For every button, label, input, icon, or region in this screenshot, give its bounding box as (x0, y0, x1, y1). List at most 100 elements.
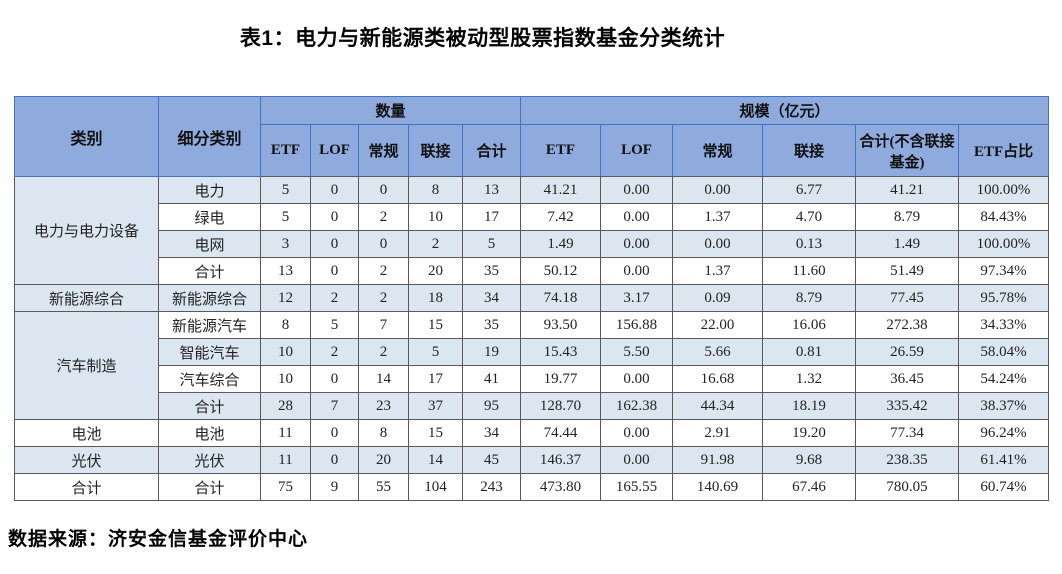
header-group-row: 类别 细分类别 数量 规模（亿元） (14, 96, 1050, 177)
value-cell: 84.43% (958, 203, 1050, 231)
value-cell: 35 (461, 311, 522, 339)
value-cell: 95.78% (958, 284, 1050, 312)
value-cell: 0.00 (600, 257, 674, 285)
value-cell: 0.13 (762, 230, 857, 258)
header-scale-regular: 常规 (672, 124, 764, 177)
value-cell: 91.98 (672, 446, 764, 474)
value-cell: 156.88 (600, 311, 674, 339)
value-cell: 9 (310, 473, 359, 501)
value-cell: 0 (358, 176, 409, 204)
value-cell: 77.45 (855, 284, 960, 312)
value-cell: 45 (461, 446, 522, 474)
value-cell: 0.00 (600, 230, 674, 258)
subcategory-cell: 电池 (158, 419, 261, 447)
value-cell: 473.80 (520, 473, 602, 501)
value-cell: 75 (260, 473, 311, 501)
header-count-lof: LOF (310, 124, 359, 177)
value-cell: 2 (358, 284, 409, 312)
value-cell: 20 (358, 446, 409, 474)
subcategory-cell: 电网 (158, 230, 261, 258)
table-row: 电池 电池 11 0 8 15 34 74.44 0.00 2.91 19.20 77.34 96.24… (14, 419, 1050, 447)
value-cell: 14 (408, 446, 463, 474)
value-cell: 11 (260, 446, 311, 474)
value-cell: 2 (408, 230, 463, 258)
value-cell: 1.32 (762, 365, 857, 393)
header-scale-lof: LOF (600, 124, 674, 177)
value-cell: 34.33% (958, 311, 1050, 339)
value-cell: 67.46 (762, 473, 857, 501)
fund-classification-table: 类别 细分类别 数量 规模（亿元） ETF LOF 常规 联接 合计 ETF L… (14, 96, 1050, 501)
value-cell: 23 (358, 392, 409, 420)
value-cell: 38.37% (958, 392, 1050, 420)
value-cell: 13 (461, 176, 522, 204)
value-cell: 2 (310, 284, 359, 312)
category-cell: 光伏 (14, 446, 159, 474)
category-cell: 电池 (14, 419, 159, 447)
value-cell: 0 (310, 257, 359, 285)
value-cell: 8 (358, 419, 409, 447)
subcategory-cell: 电力 (158, 176, 261, 204)
subcategory-cell: 光伏 (158, 446, 261, 474)
table-row: 合计 13 0 2 20 35 50.12 0.00 1.37 11.60 51.49 97.34% (14, 257, 1050, 285)
value-cell: 0.00 (600, 203, 674, 231)
header-scale-total-ex-feeder: 合计(不含联接基金) (855, 124, 960, 177)
header-count-etf: ETF (260, 124, 311, 177)
value-cell: 0.00 (672, 176, 764, 204)
value-cell: 34 (461, 284, 522, 312)
value-cell: 1.49 (855, 230, 960, 258)
value-cell: 11.60 (762, 257, 857, 285)
value-cell: 5 (260, 176, 311, 204)
value-cell: 17 (408, 365, 463, 393)
value-cell: 104 (408, 473, 463, 501)
value-cell: 61.41% (958, 446, 1050, 474)
value-cell: 140.69 (672, 473, 764, 501)
value-cell: 10 (260, 365, 311, 393)
header-subcategory: 细分类别 (158, 96, 261, 177)
value-cell: 20 (408, 257, 463, 285)
value-cell: 7 (358, 311, 409, 339)
header-category: 类别 (14, 96, 159, 177)
value-cell: 22.00 (672, 311, 764, 339)
value-cell: 41 (461, 365, 522, 393)
value-cell: 0 (310, 203, 359, 231)
value-cell: 54.24% (958, 365, 1050, 393)
value-cell: 780.05 (855, 473, 960, 501)
value-cell: 162.38 (600, 392, 674, 420)
value-cell: 10 (408, 203, 463, 231)
value-cell: 165.55 (600, 473, 674, 501)
subcategory-cell: 合计 (158, 257, 261, 285)
table-row: 汽车综合 10 0 14 17 41 19.77 0.00 16.68 1.32 36.45 54.2… (14, 365, 1050, 393)
table-body: 电力与电力设备 电力 5 0 0 8 13 41.21 0.00 0.00 6.77 41.21 100… (14, 176, 1050, 501)
value-cell: 93.50 (520, 311, 602, 339)
value-cell: 12 (260, 284, 311, 312)
value-cell: 74.18 (520, 284, 602, 312)
value-cell: 0.09 (672, 284, 764, 312)
value-cell: 2 (358, 203, 409, 231)
value-cell: 14 (358, 365, 409, 393)
value-cell: 15 (408, 311, 463, 339)
subcategory-cell: 汽车综合 (158, 365, 261, 393)
subcategory-cell: 绿电 (158, 203, 261, 231)
value-cell: 15 (408, 419, 463, 447)
table-row: 智能汽车 10 2 2 5 19 15.43 5.50 5.66 0.81 26.59 58.04% (14, 338, 1050, 366)
value-cell: 5 (310, 311, 359, 339)
subcategory-cell: 新能源汽车 (158, 311, 261, 339)
value-cell: 15.43 (520, 338, 602, 366)
header-scale-etf: ETF (520, 124, 602, 177)
category-cell: 合计 (14, 473, 159, 501)
value-cell: 5 (260, 203, 311, 231)
value-cell: 0.81 (762, 338, 857, 366)
value-cell: 17 (461, 203, 522, 231)
value-cell: 2 (358, 257, 409, 285)
header-scale-feeder: 联接 (762, 124, 857, 177)
subcategory-cell: 合计 (158, 392, 261, 420)
table-row: 电力与电力设备 电力 5 0 0 8 13 41.21 0.00 0.00 6.77 41.21 100… (14, 176, 1050, 285)
value-cell: 95 (461, 392, 522, 420)
value-cell: 60.74% (958, 473, 1050, 501)
value-cell: 97.34% (958, 257, 1050, 285)
subcategory-cell: 合计 (158, 473, 261, 501)
value-cell: 55 (358, 473, 409, 501)
value-cell: 0 (358, 230, 409, 258)
table-row: 电网 3 0 0 2 5 1.49 0.00 0.00 0.13 1.49 100.00% (14, 230, 1050, 258)
value-cell: 8.79 (762, 284, 857, 312)
